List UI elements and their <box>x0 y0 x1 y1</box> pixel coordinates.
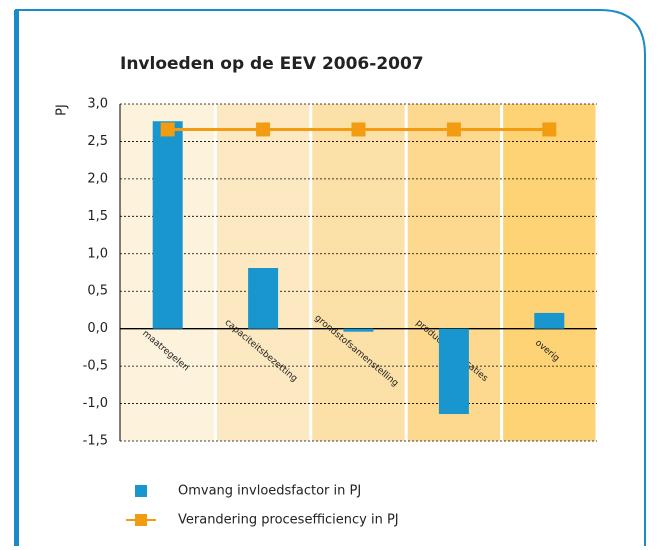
bar <box>534 312 565 329</box>
marker <box>542 122 557 137</box>
y-tick-label: -0,5 <box>83 359 108 374</box>
bands <box>120 104 596 441</box>
legend-label: Verandering procesefficiency in PJ <box>178 513 399 528</box>
y-tick-label: 1,5 <box>87 209 108 224</box>
bar <box>248 268 279 329</box>
legend-swatch <box>135 514 147 526</box>
y-tick-label: 3,0 <box>87 97 108 112</box>
y-tick-label: -1,0 <box>83 396 108 411</box>
frame-bar <box>14 10 19 546</box>
legend-swatch <box>135 485 147 497</box>
marker <box>446 122 461 137</box>
y-tick-label: 0,0 <box>87 321 108 336</box>
y-tick-label: 0,5 <box>87 284 108 299</box>
chart-title: Invloeden op de EEV 2006-2007 <box>120 54 424 74</box>
bar <box>343 328 374 332</box>
frame <box>15 9 646 546</box>
band <box>503 104 596 441</box>
y-tick-label: 2,5 <box>87 134 108 149</box>
marker <box>160 122 175 137</box>
bar <box>438 328 469 415</box>
y-axis-label: PJ <box>55 104 70 116</box>
y-tick-label: 1,0 <box>87 246 108 261</box>
marker <box>351 122 366 137</box>
marker <box>256 122 271 137</box>
bar <box>152 121 183 329</box>
y-tick-label: 2,0 <box>87 171 108 186</box>
legend-label: Omvang invloedsfactor in PJ <box>178 484 361 499</box>
band <box>312 104 405 441</box>
y-tick-label: -1,5 <box>83 434 108 449</box>
